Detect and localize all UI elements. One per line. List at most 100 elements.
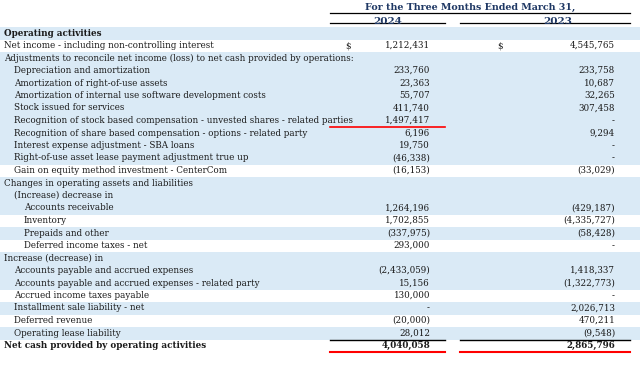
Bar — [0, 89, 640, 102]
Text: Right-of-use asset lease payment adjustment true up: Right-of-use asset lease payment adjustm… — [14, 154, 248, 162]
Text: 1,212,431: 1,212,431 — [385, 41, 430, 50]
Bar — [0, 177, 640, 189]
Bar — [0, 189, 640, 202]
Text: 55,707: 55,707 — [399, 91, 430, 100]
Text: 470,211: 470,211 — [579, 316, 615, 325]
Bar — [0, 302, 640, 315]
Bar — [0, 139, 640, 152]
Bar — [0, 39, 640, 52]
Text: 28,012: 28,012 — [399, 328, 430, 338]
Text: 1,497,417: 1,497,417 — [385, 116, 430, 125]
Text: 2024: 2024 — [374, 17, 403, 26]
Text: (337,975): (337,975) — [387, 228, 430, 238]
Text: Inventory: Inventory — [24, 216, 67, 225]
Bar — [0, 0, 640, 27]
Text: (46,338): (46,338) — [392, 154, 430, 162]
Text: (9,548): (9,548) — [583, 328, 615, 338]
Text: (1,322,773): (1,322,773) — [563, 278, 615, 288]
Bar — [0, 202, 640, 215]
Text: -: - — [612, 241, 615, 250]
Text: 1,418,337: 1,418,337 — [570, 266, 615, 275]
Text: Increase (decrease) in: Increase (decrease) in — [4, 254, 103, 262]
Bar — [0, 52, 640, 65]
Text: Net income - including non-controlling interest: Net income - including non-controlling i… — [4, 41, 214, 50]
Text: Operating lease liability: Operating lease liability — [14, 328, 121, 338]
Bar — [0, 289, 640, 302]
Text: Recognition of share based compensation - options - related party: Recognition of share based compensation … — [14, 128, 307, 138]
Text: Depreciation and amortization: Depreciation and amortization — [14, 66, 150, 75]
Text: 293,000: 293,000 — [394, 241, 430, 250]
Text: 233,758: 233,758 — [579, 66, 615, 75]
Text: Gain on equity method investment - CenterCom: Gain on equity method investment - Cente… — [14, 166, 227, 175]
Text: 411,740: 411,740 — [393, 104, 430, 112]
Bar — [0, 227, 640, 239]
Bar — [0, 315, 640, 327]
Text: Accounts receivable: Accounts receivable — [24, 204, 114, 212]
Text: 32,265: 32,265 — [584, 91, 615, 100]
Text: (58,428): (58,428) — [577, 228, 615, 238]
Text: 1,702,855: 1,702,855 — [385, 216, 430, 225]
Bar — [0, 65, 640, 77]
Text: 4,545,765: 4,545,765 — [570, 41, 615, 50]
Text: Accounts payable and accrued expenses: Accounts payable and accrued expenses — [14, 266, 193, 275]
Text: Accrued income taxes payable: Accrued income taxes payable — [14, 291, 149, 300]
Text: 15,156: 15,156 — [399, 278, 430, 288]
Bar — [0, 152, 640, 165]
Text: 6,196: 6,196 — [404, 128, 430, 138]
Bar — [0, 265, 640, 277]
Text: (429,187): (429,187) — [572, 204, 615, 212]
Text: Amortization of internal use software development costs: Amortization of internal use software de… — [14, 91, 266, 100]
Text: -: - — [427, 304, 430, 312]
Text: 233,760: 233,760 — [394, 66, 430, 75]
Text: Amortization of right-of-use assets: Amortization of right-of-use assets — [14, 78, 168, 88]
Text: Deferred revenue: Deferred revenue — [14, 316, 92, 325]
Bar — [0, 127, 640, 139]
Bar — [0, 277, 640, 289]
Text: (4,335,727): (4,335,727) — [563, 216, 615, 225]
Bar — [0, 339, 640, 352]
Text: 130,000: 130,000 — [394, 291, 430, 300]
Text: (2,433,059): (2,433,059) — [378, 266, 430, 275]
Text: $: $ — [497, 41, 502, 50]
Bar — [0, 327, 640, 339]
Text: -: - — [612, 154, 615, 162]
Text: Stock issued for services: Stock issued for services — [14, 104, 124, 112]
Bar — [0, 215, 640, 227]
Text: -: - — [612, 116, 615, 125]
Text: Adjustments to reconcile net income (loss) to net cash provided by operations:: Adjustments to reconcile net income (los… — [4, 54, 354, 63]
Bar — [0, 77, 640, 89]
Text: Installment sale liability - net: Installment sale liability - net — [14, 304, 144, 312]
Text: (33,029): (33,029) — [577, 166, 615, 175]
Text: -: - — [612, 291, 615, 300]
Text: 23,363: 23,363 — [399, 78, 430, 88]
Text: Changes in operating assets and liabilities: Changes in operating assets and liabilit… — [4, 178, 193, 188]
Text: Deferred income taxes - net: Deferred income taxes - net — [24, 241, 147, 250]
Text: For the Three Months Ended March 31,: For the Three Months Ended March 31, — [365, 3, 575, 12]
Bar — [0, 165, 640, 177]
Text: -: - — [612, 141, 615, 150]
Text: 19,750: 19,750 — [399, 141, 430, 150]
Text: $: $ — [345, 41, 351, 50]
Text: (16,153): (16,153) — [392, 166, 430, 175]
Bar — [0, 102, 640, 115]
Text: 2,865,796: 2,865,796 — [566, 341, 615, 350]
Text: 2,026,713: 2,026,713 — [570, 304, 615, 312]
Text: Operating activities: Operating activities — [4, 28, 102, 38]
Text: 9,294: 9,294 — [589, 128, 615, 138]
Text: 307,458: 307,458 — [579, 104, 615, 112]
Text: 4,040,058: 4,040,058 — [381, 341, 430, 350]
Text: (20,000): (20,000) — [392, 316, 430, 325]
Text: Prepaids and other: Prepaids and other — [24, 228, 109, 238]
Bar — [0, 27, 640, 39]
Bar — [0, 239, 640, 252]
Text: Net cash provided by operating activities: Net cash provided by operating activitie… — [4, 341, 206, 350]
Text: 10,687: 10,687 — [584, 78, 615, 88]
Text: (Increase) decrease in: (Increase) decrease in — [14, 191, 113, 200]
Text: Accounts payable and accrued expenses - related party: Accounts payable and accrued expenses - … — [14, 278, 260, 288]
Bar — [0, 115, 640, 127]
Bar — [0, 252, 640, 265]
Text: 1,264,196: 1,264,196 — [385, 204, 430, 212]
Text: Interest expense adjustment - SBA loans: Interest expense adjustment - SBA loans — [14, 141, 195, 150]
Text: Recognition of stock based compensation - unvested shares - related parties: Recognition of stock based compensation … — [14, 116, 353, 125]
Text: 2023: 2023 — [543, 17, 572, 26]
